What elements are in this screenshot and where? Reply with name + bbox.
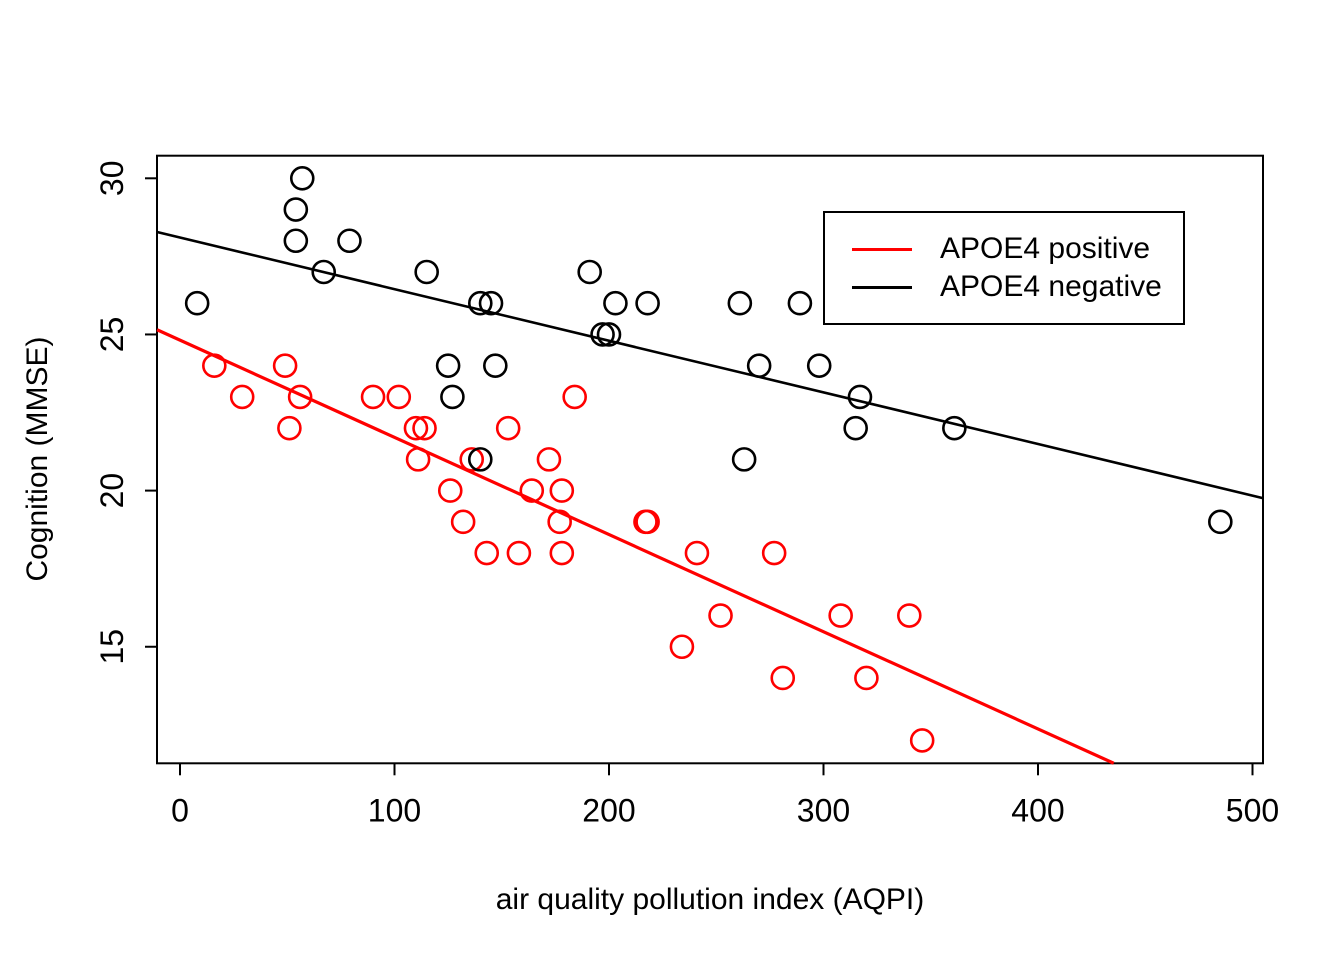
data-point-apoe4-positive — [519, 478, 545, 503]
x-tick-label: 200 — [582, 792, 635, 828]
data-point-apoe4-positive — [562, 384, 587, 410]
legend-line-apoe4-negative — [852, 285, 912, 289]
data-point-apoe4-negative — [440, 384, 465, 410]
legend-line-apoe4-positive — [852, 247, 912, 251]
data-point-apoe4-negative — [635, 290, 660, 316]
legend-entry-apoe4-positive: APOE4 positive — [825, 230, 1183, 268]
data-point-apoe4-negative — [727, 290, 753, 316]
data-point-apoe4-negative — [283, 197, 309, 222]
legend: APOE4 positive APOE4 negative — [823, 211, 1185, 325]
y-axis-title: Cognition (MMSE) — [21, 336, 54, 582]
data-point-apoe4-negative — [843, 415, 868, 441]
data-point-apoe4-positive — [549, 478, 575, 503]
data-point-apoe4-positive — [474, 540, 500, 566]
x-tick-label: 500 — [1226, 792, 1279, 828]
data-point-apoe4-positive — [386, 384, 412, 410]
data-point-apoe4-negative — [596, 322, 622, 347]
data-point-apoe4-negative — [746, 353, 772, 378]
data-point-apoe4-positive — [635, 509, 660, 535]
data-point-apoe4-positive — [909, 728, 935, 753]
fit-line-apoe4-positive — [156, 328, 1115, 765]
data-point-apoe4-negative — [283, 228, 309, 254]
data-point-apoe4-negative — [483, 353, 508, 378]
data-point-apoe4-negative — [414, 259, 439, 285]
data-point-apoe4-positive — [360, 384, 386, 410]
data-point-apoe4-positive — [229, 384, 255, 410]
data-point-apoe4-positive — [277, 415, 302, 441]
data-point-apoe4-negative — [311, 259, 337, 285]
x-axis-title: air quality pollution index (AQPI) — [495, 883, 925, 916]
data-point-apoe4-positive — [272, 353, 298, 378]
data-point-apoe4-negative — [847, 384, 873, 410]
legend-label-apoe4-positive: APOE4 positive — [940, 232, 1151, 265]
y-tick-label: 15 — [94, 629, 130, 665]
data-point-apoe4-positive — [287, 384, 313, 410]
data-point-apoe4-negative — [787, 290, 813, 316]
data-point-apoe4-negative — [806, 353, 832, 378]
data-point-apoe4-negative — [577, 259, 602, 285]
y-tick-label: 25 — [94, 317, 130, 353]
fit-line-apoe4-negative — [156, 230, 1264, 500]
data-point-apoe4-negative — [467, 290, 493, 316]
data-point-apoe4-negative — [731, 447, 757, 472]
data-point-apoe4-positive — [536, 447, 562, 472]
data-point-apoe4-positive — [412, 415, 437, 441]
data-point-apoe4-positive — [403, 415, 429, 441]
data-point-apoe4-positive — [828, 603, 853, 628]
y-tick-label: 30 — [94, 161, 130, 197]
data-point-apoe4-negative — [603, 290, 628, 316]
data-point-apoe4-negative — [478, 290, 504, 316]
x-tick-label: 400 — [1011, 792, 1064, 828]
data-point-apoe4-negative — [184, 290, 210, 316]
data-point-apoe4-positive — [459, 447, 485, 472]
x-tick-label: 0 — [171, 792, 189, 828]
data-point-apoe4-positive — [506, 540, 532, 566]
data-point-apoe4-negative — [1208, 509, 1233, 535]
data-point-apoe4-positive — [854, 665, 879, 691]
data-point-apoe4-negative — [435, 353, 461, 378]
x-tick-label: 100 — [368, 792, 421, 828]
data-point-apoe4-positive — [896, 603, 922, 628]
data-point-apoe4-negative — [942, 415, 967, 441]
data-point-apoe4-positive — [684, 540, 710, 566]
data-point-apoe4-negative — [289, 166, 315, 191]
y-tick-label: 20 — [94, 473, 130, 509]
data-point-apoe4-positive — [669, 634, 695, 660]
data-point-apoe4-negative — [590, 322, 615, 347]
data-point-apoe4-positive — [495, 415, 521, 441]
data-point-apoe4-positive — [437, 478, 463, 503]
data-point-apoe4-positive — [770, 665, 796, 691]
data-point-apoe4-positive — [549, 540, 575, 566]
data-point-apoe4-positive — [708, 603, 733, 628]
legend-label-apoe4-negative: APOE4 negative — [940, 270, 1162, 303]
legend-entry-apoe4-negative: APOE4 negative — [825, 268, 1183, 306]
data-point-apoe4-negative — [467, 447, 493, 472]
plot-border — [156, 154, 1264, 765]
data-point-apoe4-negative — [337, 228, 362, 254]
data-point-apoe4-positive — [450, 509, 476, 535]
data-point-apoe4-positive — [761, 540, 787, 566]
x-tick-label: 300 — [797, 792, 850, 828]
